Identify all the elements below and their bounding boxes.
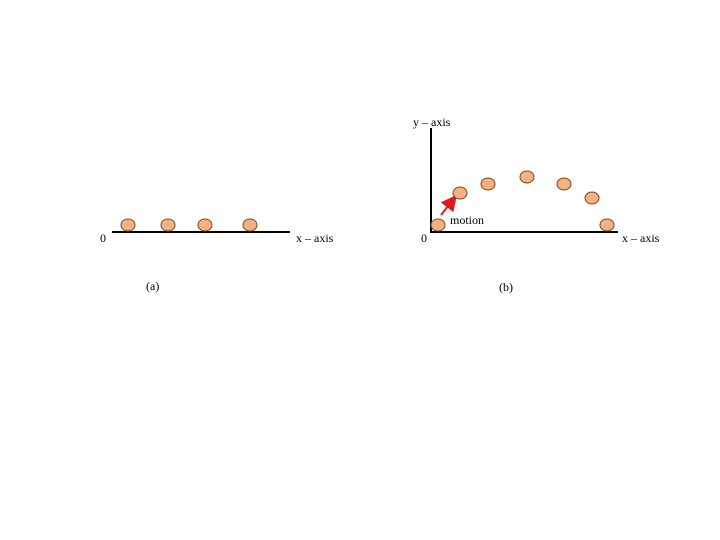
panel-a-caption: (a) xyxy=(146,279,159,293)
panel-b-ball-7 xyxy=(599,218,615,232)
panel-b-x-axis-label: x – axis xyxy=(622,231,660,245)
panel-a-ball-3 xyxy=(197,218,213,232)
panel-b-y-axis-label: y – axis xyxy=(413,115,451,129)
panel-b-ball-5 xyxy=(556,177,572,191)
panel-a-balls xyxy=(120,218,258,232)
panel-a-x-axis-label: x – axis xyxy=(296,231,334,245)
panel-a: 0 x – axis (a) xyxy=(100,218,334,293)
panel-b-origin-label: 0 xyxy=(421,231,427,245)
panel-b: y – axis 0 x – axis (b) motion xyxy=(413,115,660,294)
panel-a-ball-1 xyxy=(120,218,136,232)
panel-a-ball-2 xyxy=(160,218,176,232)
panel-a-origin-label: 0 xyxy=(100,231,106,245)
panel-b-caption: (b) xyxy=(499,280,513,294)
panel-b-ball-2 xyxy=(452,186,468,200)
panel-b-ball-1 xyxy=(430,218,446,232)
panel-b-balls xyxy=(430,170,615,232)
panel-b-motion-label: motion xyxy=(450,213,484,227)
panel-b-ball-4 xyxy=(519,170,535,184)
panel-a-ball-4 xyxy=(242,218,258,232)
panel-b-ball-6 xyxy=(584,191,600,205)
panel-b-ball-3 xyxy=(480,177,496,191)
motion-arrow-icon xyxy=(440,194,457,216)
